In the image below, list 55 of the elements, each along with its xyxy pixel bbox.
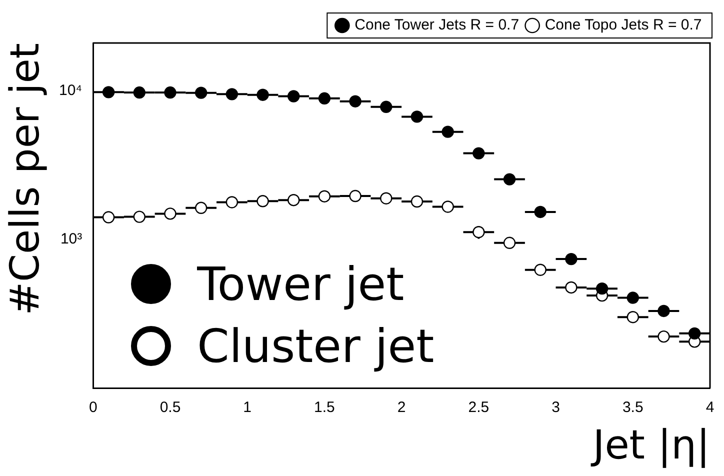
point [503, 173, 516, 186]
point [318, 190, 331, 202]
x-tick-label: 4 [706, 399, 714, 416]
point [472, 147, 485, 160]
legend-label: Cone Tower Jets R = 0.7 [354, 16, 520, 34]
point [565, 281, 578, 294]
x-tick-label: 1 [243, 399, 252, 416]
point [410, 195, 424, 208]
point [102, 211, 115, 224]
x-axis-title: Jet |η| [590, 422, 710, 468]
point [256, 88, 269, 101]
point [226, 196, 238, 208]
point [534, 206, 546, 218]
point [410, 110, 424, 123]
legend-label: Cone Topo Jets R = 0.7 [544, 16, 702, 34]
point [380, 100, 392, 113]
point [194, 202, 208, 214]
point [658, 330, 670, 343]
point [380, 192, 392, 204]
point [472, 226, 485, 238]
point [503, 236, 516, 249]
point [626, 292, 639, 304]
point [442, 200, 454, 213]
x-tick-label: 0.5 [160, 399, 181, 416]
annotation: Cluster jet [197, 318, 434, 375]
point [626, 311, 639, 324]
point [596, 282, 608, 295]
point [534, 264, 546, 276]
point [133, 86, 146, 99]
point [688, 327, 701, 340]
annotation: Tower jet [197, 256, 404, 313]
x-tick-label: 2 [397, 399, 406, 416]
x-tick-label: 2.5 [468, 399, 490, 416]
point [226, 88, 238, 100]
point [288, 90, 300, 102]
y-tick-label: 10³ [60, 230, 82, 248]
y-tick-label: 10⁴ [58, 82, 82, 100]
point [256, 195, 269, 208]
point [102, 86, 115, 98]
point [349, 95, 362, 108]
x-tick-label: 1.5 [314, 399, 335, 416]
point [164, 86, 176, 99]
point [318, 92, 331, 104]
point [288, 194, 300, 206]
x-tick-label: 0 [88, 399, 98, 416]
x-tick-label: 3.5 [622, 399, 644, 416]
point [133, 210, 146, 223]
y-axis-title: #Cells per jet [2, 43, 48, 316]
x-tick-label: 3 [552, 399, 560, 416]
point [565, 252, 578, 266]
point [658, 304, 670, 318]
point [194, 86, 208, 99]
point [164, 208, 176, 220]
point [442, 126, 454, 138]
point [349, 190, 362, 202]
